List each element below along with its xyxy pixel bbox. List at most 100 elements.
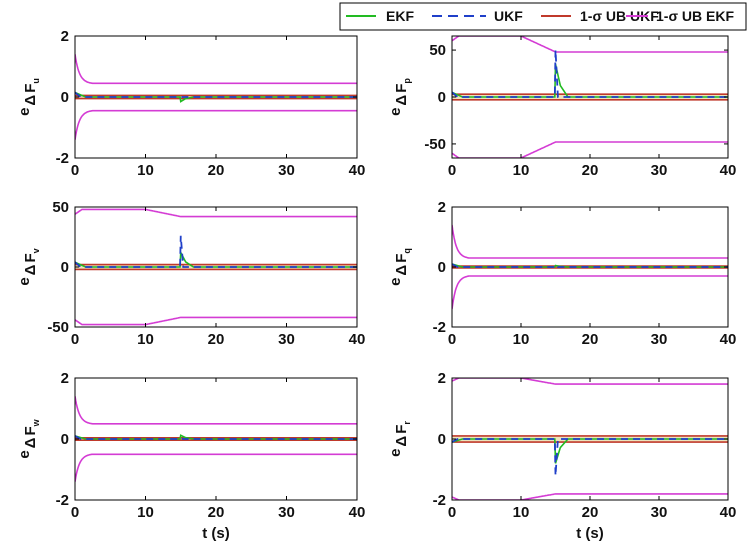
y-label-f: F <box>22 253 39 262</box>
y-tick-label: -50 <box>424 136 446 153</box>
legend: EKF UKF 1-σ UB UKF 1-σ UB EKF <box>339 2 747 31</box>
legend-label-ub-ukf: 1-σ UB UKF <box>580 8 659 24</box>
x-tick-label: 10 <box>137 331 154 348</box>
ub-ekf-lower-line <box>452 141 728 158</box>
y-tick-label: 0 <box>61 259 69 276</box>
y-label-f: F <box>393 254 410 263</box>
y-label-sub: p <box>402 78 412 84</box>
x-tick-label: 30 <box>651 162 668 179</box>
y-label-e: e <box>16 277 33 285</box>
ukf-error-line <box>75 235 357 268</box>
ub-ekf-upper-line <box>75 54 357 85</box>
plot-lines <box>75 396 357 482</box>
y-label-f: F <box>393 84 410 93</box>
y-axis-label: eΔFr <box>387 421 412 457</box>
x-tick-label: 0 <box>71 504 79 521</box>
y-axis-label: eΔFp <box>387 78 412 116</box>
x-tick-label: 0 <box>448 162 456 179</box>
x-tick-label: 40 <box>720 331 737 348</box>
x-tick-label: 40 <box>720 162 737 179</box>
x-tick-label: 0 <box>448 504 456 521</box>
ukf-error-line <box>75 91 357 98</box>
y-label-f: F <box>22 426 39 435</box>
y-label-e: e <box>387 449 404 457</box>
ukf-error-line <box>452 50 728 98</box>
y-tick-label: 0 <box>61 431 69 448</box>
x-tick-label: 40 <box>349 162 366 179</box>
y-label-e: e <box>16 108 33 116</box>
legend-entry-ub-ekf: 1-σ UB EKF <box>626 8 734 24</box>
ub-ekf-upper-line <box>452 224 728 259</box>
y-label-delta: Δ <box>22 437 39 448</box>
y-label-sub: w <box>31 418 41 427</box>
x-tick-label: 10 <box>513 162 530 179</box>
plot-lines <box>452 36 728 158</box>
ekf-error-line <box>75 434 357 440</box>
x-tick-label: 20 <box>208 162 225 179</box>
y-tick-label: 2 <box>438 370 446 387</box>
y-label-sub: r <box>402 421 412 425</box>
y-label-delta: Δ <box>393 436 410 447</box>
y-label-e: e <box>16 450 33 458</box>
y-tick-label: 2 <box>61 28 69 45</box>
x-tick-label: 40 <box>349 331 366 348</box>
y-label-sub: u <box>31 78 41 84</box>
ub-ekf-lower-line <box>75 316 357 326</box>
x-tick-label: 10 <box>513 504 530 521</box>
y-label-e: e <box>387 278 404 286</box>
x-tick-label: 0 <box>71 162 79 179</box>
y-tick-label: -50 <box>47 319 69 336</box>
x-tick-label: 40 <box>349 504 366 521</box>
y-axis-label: eΔFq <box>387 248 412 286</box>
ukf-error-line <box>452 438 728 476</box>
x-tick-label: 30 <box>651 331 668 348</box>
ub-ekf-lower-line <box>452 493 728 500</box>
y-label-sub: v <box>31 248 41 253</box>
y-axis-label: eΔFu <box>16 78 41 116</box>
x-tick-label: 30 <box>278 162 295 179</box>
x-tick-label: 0 <box>448 331 456 348</box>
x-tick-label: 30 <box>651 504 668 521</box>
x-tick-label: 10 <box>137 504 154 521</box>
y-label-f: F <box>22 84 39 93</box>
legend-entry-ub-ukf: 1-σ UB UKF <box>541 8 659 24</box>
plot-lines <box>75 54 357 140</box>
x-tick-label: 20 <box>582 504 599 521</box>
x-axis-label: t (s) <box>576 525 604 542</box>
y-tick-label: 50 <box>52 199 69 216</box>
ukf-error-line <box>452 263 728 268</box>
y-axis-label: eΔFv <box>16 248 41 285</box>
ub-ekf-lower-line <box>452 275 728 310</box>
y-label-delta: Δ <box>22 264 39 275</box>
ub-ekf-lower-line <box>75 109 357 140</box>
x-tick-label: 30 <box>278 504 295 521</box>
y-tick-label: 50 <box>429 42 446 59</box>
x-tick-label: 30 <box>278 331 295 348</box>
y-tick-label: -2 <box>56 492 69 509</box>
x-tick-label: 20 <box>582 162 599 179</box>
y-label-e: e <box>387 108 404 116</box>
y-tick-label: 0 <box>438 431 446 448</box>
y-tick-label: 0 <box>438 259 446 276</box>
legend-entry-ukf: UKF <box>432 8 523 24</box>
y-tick-label: 2 <box>438 199 446 216</box>
plot-lines <box>452 378 728 500</box>
ukf-error-line <box>75 435 357 440</box>
y-label-delta: Δ <box>393 265 410 276</box>
x-tick-label: 40 <box>720 504 737 521</box>
legend-label-ukf: UKF <box>494 8 523 24</box>
legend-entry-ekf: EKF <box>346 8 414 24</box>
ub-ekf-upper-line <box>75 208 357 218</box>
y-tick-label: 0 <box>61 89 69 106</box>
x-axis-label: t (s) <box>202 525 230 542</box>
y-label-sub: q <box>402 248 412 254</box>
x-tick-label: 20 <box>208 331 225 348</box>
legend-label-ub-ekf: 1-σ UB EKF <box>656 8 734 24</box>
